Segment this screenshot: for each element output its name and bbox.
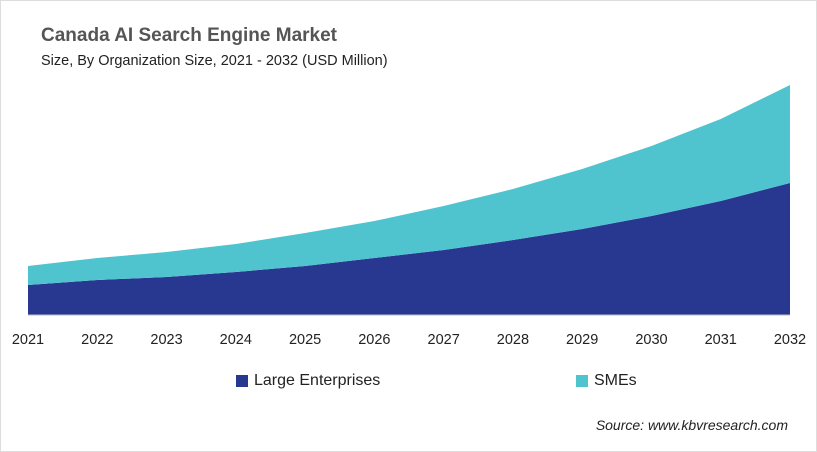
legend-item-large-enterprises: Large Enterprises	[236, 372, 380, 390]
x-tick-label: 2028	[497, 332, 529, 348]
x-tick-label: 2026	[358, 332, 390, 348]
x-tick-label: 2021	[12, 332, 44, 348]
legend-swatch	[236, 375, 248, 387]
chart-subtitle: Size, By Organization Size, 2021 - 2032 …	[41, 53, 388, 69]
legend-label: SMEs	[594, 372, 637, 389]
x-tick-label: 2022	[81, 332, 113, 348]
area-large-enterprises	[28, 183, 790, 315]
x-tick-label: 2023	[150, 332, 182, 348]
legend-label: Large Enterprises	[254, 372, 381, 389]
legend-item-smes: SMEs	[576, 372, 637, 390]
source-note: Source: www.kbvresearch.com	[595, 417, 788, 433]
x-tick-label: 2027	[428, 332, 460, 348]
x-tick-label: 2031	[705, 332, 737, 348]
x-tick-label: 2025	[289, 332, 321, 348]
x-tick-label: 2030	[635, 332, 667, 348]
legend-swatch	[576, 375, 588, 387]
x-tick-label: 2032	[774, 332, 806, 348]
x-tick-label: 2024	[220, 332, 252, 348]
area-smes	[28, 85, 790, 285]
x-tick-label: 2029	[566, 332, 598, 348]
chart-title: Canada AI Search Engine Market	[41, 25, 338, 46]
